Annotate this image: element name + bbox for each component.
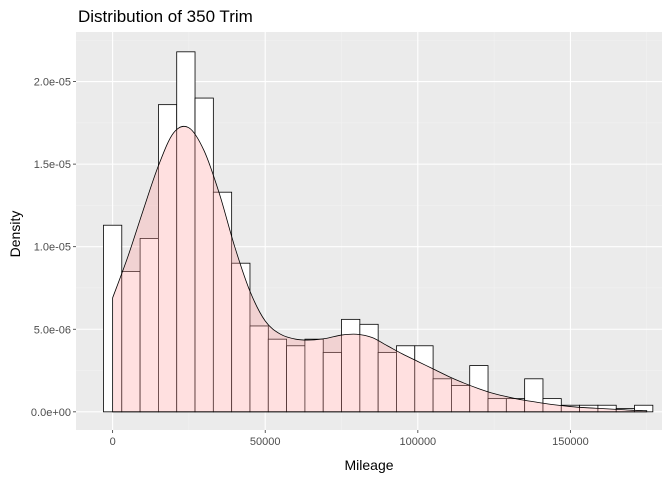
y-tick-label: 1.0e-05 xyxy=(34,242,71,254)
x-tick-label: 50000 xyxy=(250,436,281,448)
x-axis-title: Mileage xyxy=(344,457,393,473)
x-tick-label: 150000 xyxy=(552,436,589,448)
y-axis-ticks: 0.0e+00 5.0e-06 1.0e-05 1.5e-05 2.0e-05 xyxy=(31,77,76,419)
x-tick-label: 100000 xyxy=(399,436,436,448)
y-tick-label: 0.0e+00 xyxy=(31,407,71,419)
x-axis-ticks: 0 50000 100000 150000 xyxy=(110,430,589,448)
y-tick-label: 1.5e-05 xyxy=(34,159,71,171)
chart-title: Distribution of 350 Trim xyxy=(78,7,253,26)
y-tick-label: 5.0e-06 xyxy=(34,324,71,336)
density-area xyxy=(112,126,647,412)
y-tick-label: 2.0e-05 xyxy=(34,77,71,89)
y-axis-title: Density xyxy=(7,211,23,258)
x-tick-label: 0 xyxy=(110,436,116,448)
density-line xyxy=(112,125,648,413)
density-curve-layer xyxy=(112,125,648,413)
